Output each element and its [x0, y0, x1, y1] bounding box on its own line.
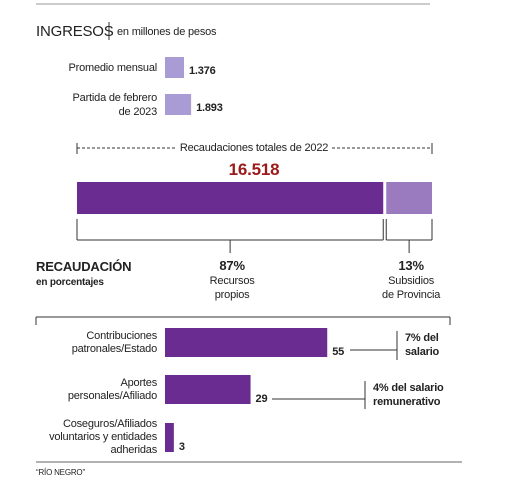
- share-label: 87%: [219, 258, 245, 273]
- category-label: Coseguros/Afiliados voluntarios y entida…: [49, 418, 157, 456]
- value-label: 3: [178, 441, 185, 453]
- section-subtitle: en porcentajes: [36, 277, 104, 288]
- bar: [165, 57, 184, 78]
- total-title: Recaudaciones totales de 2022: [175, 141, 333, 155]
- section-title: INGRESOS: [36, 23, 114, 40]
- bar: [165, 423, 174, 452]
- section-title: RECAUDACIÓN: [36, 259, 132, 274]
- bar: [165, 328, 328, 357]
- section-subtitle: en millones de pesos: [117, 26, 217, 38]
- category-label: Aportes personales/Afiliado: [67, 376, 157, 402]
- bar: [165, 94, 192, 115]
- legend-label: Subsidios de Provincia: [382, 275, 441, 301]
- stacked-segment: [77, 182, 384, 214]
- annotation: 4% del salario remunerativo: [373, 382, 444, 408]
- value-label: 55: [332, 346, 345, 358]
- category-label: Partida de febrero de 2023: [72, 91, 158, 118]
- bar: [165, 375, 251, 404]
- annotation: 7% del salario: [405, 332, 440, 358]
- category-label: Promedio mensual: [68, 61, 157, 74]
- share-label: 13%: [398, 258, 424, 273]
- category-label: Contribuciones patronales/Estado: [71, 329, 157, 355]
- value-label: 1.376: [188, 65, 216, 77]
- value-label: 1.893: [196, 102, 223, 114]
- legend-label: Recursos propios: [209, 275, 255, 301]
- total-value: 16.518: [228, 160, 280, 179]
- stacked-segment: [386, 182, 432, 214]
- source: “RÍO NEGRO”: [36, 468, 85, 477]
- value-label: 29: [255, 393, 268, 405]
